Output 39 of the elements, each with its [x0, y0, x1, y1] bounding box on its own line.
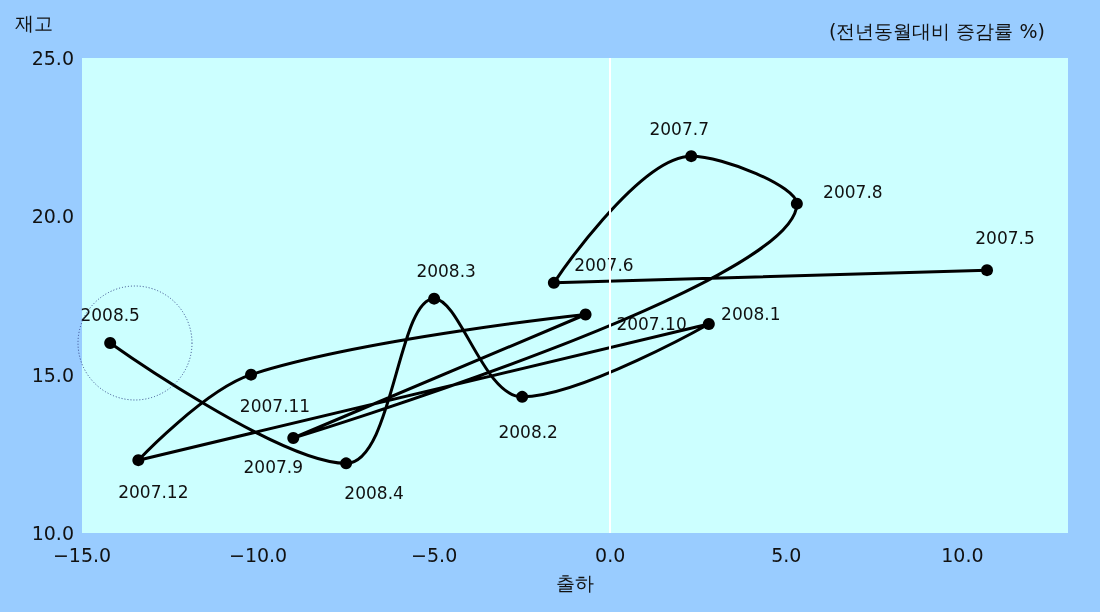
annotation: 2008.4 — [344, 483, 404, 504]
y-tick-label: 15.0 — [31, 363, 74, 386]
annotation: 2008.2 — [498, 421, 558, 442]
point — [340, 457, 353, 470]
x-tick-label: −5.0 — [411, 543, 458, 566]
chart-title: (전년동월대비 증감률 %) — [829, 19, 1046, 42]
annotation: 2007.5 — [975, 228, 1035, 249]
x-tick-label: 10.0 — [941, 543, 984, 566]
annotation: 2008.3 — [416, 260, 476, 281]
annotation: 2007.10 — [616, 313, 687, 334]
x-tick-label: −15.0 — [52, 543, 112, 566]
x-axis-title: 출하 — [556, 571, 594, 594]
y-axis-title: 재고 — [15, 11, 53, 34]
point — [287, 432, 300, 444]
point — [547, 276, 560, 289]
point — [104, 337, 117, 349]
annotation: 2007.11 — [239, 395, 311, 416]
annotation: 2007.8 — [823, 181, 883, 202]
point — [428, 292, 441, 305]
annotation: 2007.7 — [649, 119, 709, 140]
annotation: 2008.5 — [80, 305, 140, 325]
point — [579, 308, 592, 321]
point — [702, 318, 715, 330]
annotation: 2007.9 — [243, 457, 304, 477]
y-tick-label: 25.0 — [31, 47, 74, 69]
point — [245, 368, 258, 381]
x-tick-label: 0.0 — [595, 543, 626, 566]
x-tick-label: 5.0 — [771, 543, 802, 566]
point — [790, 197, 803, 210]
annotation: 2007.12 — [118, 482, 189, 503]
point — [132, 454, 145, 467]
point — [685, 150, 698, 163]
point — [516, 390, 529, 403]
y-tick-label: 20.0 — [31, 205, 74, 228]
y-tick-label: 10.0 — [31, 522, 74, 544]
point — [981, 264, 994, 277]
annotation: 2008.1 — [721, 304, 781, 324]
annotation: 2007.6 — [574, 254, 634, 275]
x-tick-label: −10.0 — [228, 543, 288, 566]
